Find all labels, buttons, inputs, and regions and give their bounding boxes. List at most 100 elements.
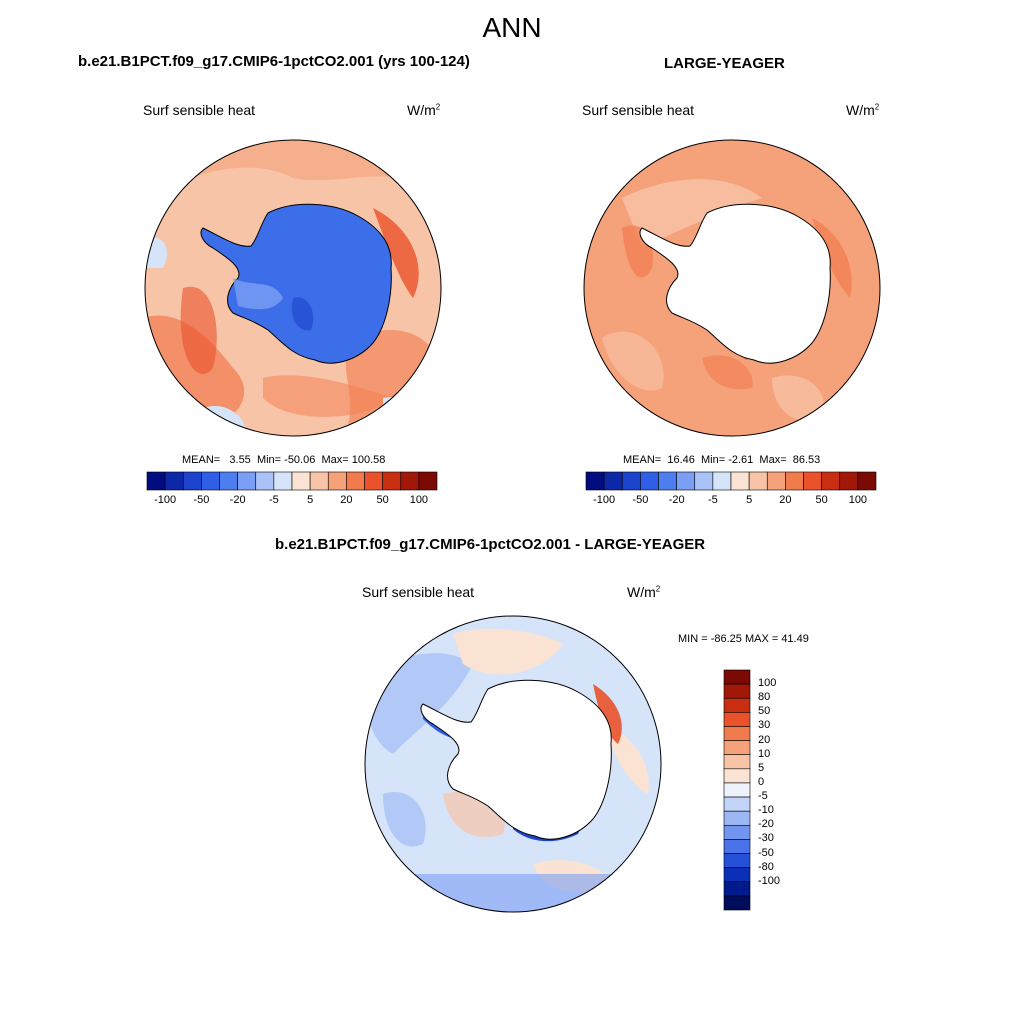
colorbar-tick-label: 100 <box>848 494 868 506</box>
colorbar-swatch <box>723 824 751 840</box>
colorbar-swatch <box>723 810 751 826</box>
panel-diff-antarctica <box>420 679 612 840</box>
panel-test-units: W/m2 <box>407 102 441 118</box>
colorbar-tick-label: -100 <box>154 494 177 506</box>
colorbar-swatch <box>821 471 841 491</box>
colorbar-tick-label: -100 <box>758 874 781 887</box>
colorbar-tick-label: -50 <box>193 494 210 506</box>
panel-obs-units: W/m2 <box>846 102 880 118</box>
colorbar-swatch <box>803 471 822 491</box>
panel-test-colorbar <box>146 471 438 491</box>
colorbar-tick-label: 5 <box>758 761 765 774</box>
colorbar-tick-label: -5 <box>268 494 279 506</box>
panel-test-case-title: b.e21.B1PCT.f09_g17.CMIP6-1pctCO2.001 (y… <box>78 53 470 70</box>
colorbar-swatch <box>723 782 751 798</box>
colorbar-tick-label: -20 <box>668 494 685 506</box>
colorbar-tick-label: 80 <box>758 691 771 704</box>
colorbar-tick-label: -20 <box>758 818 774 831</box>
colorbar-tick-label: 20 <box>779 494 792 506</box>
panel-diff-colorbar <box>723 669 751 911</box>
colorbar-swatch <box>723 796 751 812</box>
panel-obs-variable-label: Surf sensible heat <box>582 102 695 118</box>
colorbar-tick-label: 20 <box>758 733 771 746</box>
colorbar-swatch <box>723 726 751 741</box>
panel-diff-units: W/m2 <box>627 584 661 600</box>
colorbar-tick-label: 50 <box>815 494 828 506</box>
panel-diff-stats: MIN = -86.25 MAX = 41.49 <box>678 633 809 645</box>
colorbar-swatch <box>723 697 751 713</box>
page-title: ANN <box>482 12 542 43</box>
colorbar-swatch <box>676 471 696 491</box>
colorbar-swatch <box>723 712 751 727</box>
colorbar-tick-label: -5 <box>758 790 768 803</box>
colorbar-swatch <box>748 471 768 491</box>
panel-obs-colorbar <box>585 471 877 491</box>
colorbar-swatch <box>785 471 804 491</box>
colorbar-tick-label: 5 <box>746 494 753 506</box>
colorbar-tick-label: -5 <box>707 494 718 506</box>
panel-diff-map <box>364 615 662 913</box>
colorbar-swatch <box>146 471 166 491</box>
colorbar-swatch <box>164 471 184 491</box>
colorbar-swatch <box>327 471 347 491</box>
colorbar-swatch <box>273 471 293 491</box>
colorbar-swatch <box>201 471 220 491</box>
colorbar-swatch <box>585 471 605 491</box>
colorbar-swatch <box>237 471 257 491</box>
colorbar-swatch <box>346 471 365 491</box>
colorbar-swatch <box>766 471 786 491</box>
colorbar-tick-label: 30 <box>758 719 771 732</box>
colorbar-tick-label: 10 <box>758 747 771 760</box>
panel-obs-stats: MEAN= 16.46 Min= -2.61 Max= 86.53 <box>623 454 821 466</box>
colorbar-swatch <box>730 471 750 491</box>
colorbar-swatch <box>723 867 751 883</box>
colorbar-tick-label: -100 <box>593 494 616 506</box>
colorbar-tick-label: 50 <box>376 494 389 506</box>
colorbar-tick-label: -50 <box>758 846 774 859</box>
colorbar-tick-label: 0 <box>758 775 765 788</box>
colorbar-swatch <box>291 471 311 491</box>
colorbar-swatch <box>640 471 659 491</box>
colorbar-swatch <box>400 471 420 491</box>
colorbar-swatch <box>712 471 732 491</box>
colorbar-tick-label: -30 <box>758 832 774 845</box>
colorbar-swatch <box>723 853 751 868</box>
panel-test-stats: MEAN= 3.55 Min= -50.06 Max= 100.58 <box>182 454 386 466</box>
colorbar-swatch <box>723 740 751 756</box>
panel-obs-map <box>583 139 881 437</box>
colorbar-tick-label: -50 <box>632 494 649 506</box>
colorbar-tick-label: 50 <box>758 705 771 718</box>
colorbar-swatch <box>723 881 751 897</box>
colorbar-swatch <box>723 895 751 911</box>
panel-test-variable-label: Surf sensible heat <box>143 102 256 118</box>
colorbar-swatch <box>723 754 751 770</box>
colorbar-swatch <box>839 471 859 491</box>
colorbar-swatch <box>694 471 714 491</box>
colorbar-swatch <box>723 768 751 784</box>
panel-diff-case-title: b.e21.B1PCT.f09_g17.CMIP6-1pctCO2.001 - … <box>275 536 706 553</box>
colorbar-swatch <box>723 683 751 699</box>
colorbar-swatch <box>621 471 641 491</box>
colorbar-tick-label: 100 <box>758 677 777 690</box>
colorbar-tick-label: 5 <box>307 494 314 506</box>
colorbar-swatch <box>309 471 329 491</box>
colorbar-tick-label: 20 <box>340 494 353 506</box>
colorbar-tick-label: 100 <box>409 494 429 506</box>
colorbar-swatch <box>603 471 623 491</box>
panel-test-map <box>144 139 442 437</box>
colorbar-swatch <box>418 471 438 491</box>
panel-test-antarctica <box>200 203 392 364</box>
colorbar-swatch <box>182 471 202 491</box>
colorbar-swatch <box>723 839 751 854</box>
colorbar-swatch <box>723 669 751 685</box>
colorbar-tick-label: -10 <box>758 804 774 817</box>
colorbar-swatch <box>857 471 877 491</box>
panel-obs-antarctica <box>639 203 831 364</box>
colorbar-swatch <box>658 471 677 491</box>
colorbar-swatch <box>219 471 238 491</box>
colorbar-swatch <box>255 471 275 491</box>
colorbar-tick-label: -80 <box>758 860 774 873</box>
colorbar-swatch <box>382 471 402 491</box>
colorbar-tick-label: -20 <box>229 494 246 506</box>
colorbar-swatch <box>364 471 383 491</box>
